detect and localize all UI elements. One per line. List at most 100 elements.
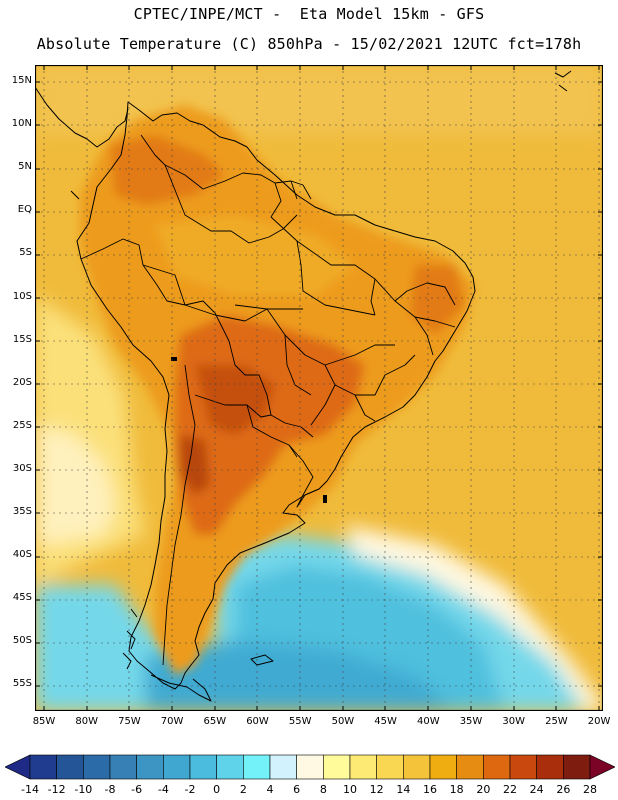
coastline-tierra-del-fuego	[150, 674, 212, 702]
argentina-hot-core	[180, 435, 210, 495]
colorbar-label: 28	[583, 783, 597, 796]
colorbar-segment	[83, 754, 111, 780]
colorbar-label: -4	[157, 783, 169, 796]
coastline-falklands	[250, 654, 274, 666]
colorbar-segment	[136, 754, 164, 780]
colorbar-label: -2	[184, 783, 196, 796]
colorbar-segment	[483, 754, 511, 780]
colorbar-label: 8	[319, 783, 327, 796]
colorbar-label: 14	[396, 783, 411, 796]
colorbar-segment	[563, 754, 591, 780]
colorbar-label: -6	[131, 783, 143, 796]
colorbar-segment	[243, 754, 271, 780]
pacific-cold-field	[35, 425, 115, 545]
lon-label: 35W	[459, 716, 483, 727]
lat-label: 15N	[11, 75, 32, 86]
lat-label: 10N	[11, 118, 32, 130]
colorbar-label: -10	[74, 783, 93, 796]
coastline-pacific-islands	[70, 190, 138, 670]
colorbar-segment	[349, 754, 377, 780]
colorbar-label: 2	[239, 783, 247, 796]
lon-label: 30W	[502, 716, 525, 727]
lat-label: 50S	[12, 635, 32, 647]
colorbar-label: 4	[266, 783, 274, 796]
colorbar-label: 6	[293, 783, 301, 796]
lat-label: 45S	[12, 592, 32, 604]
colorbar-label: 18	[449, 783, 464, 796]
lat-label: 20S	[12, 376, 32, 388]
lat-gridlines	[35, 81, 603, 687]
colorbar-segment	[429, 754, 457, 780]
border-argentina-uruguay-brazil	[288, 444, 320, 508]
lat-label: 40S	[12, 549, 32, 561]
colorbar-segment	[403, 754, 431, 780]
map-ticks	[35, 65, 603, 711]
colorbar-under-triangle	[5, 754, 31, 780]
lat-label: 5S	[19, 247, 32, 259]
colorbar	[5, 754, 615, 780]
map-frame	[35, 65, 603, 711]
nordeste-warm-core	[410, 265, 465, 335]
colorbar-label: -12	[47, 783, 66, 796]
lon-label: 70W	[160, 716, 184, 727]
lon-label: 65W	[203, 716, 227, 727]
atlantic-warm-rim	[345, 525, 603, 711]
border-colombia-brazil	[164, 164, 298, 244]
border-brazil-states	[184, 216, 456, 426]
lat-label: 55S	[12, 678, 32, 690]
colorbar-segment	[269, 754, 297, 780]
lon-label: 55W	[288, 716, 312, 727]
border-colombia-venezuela	[140, 134, 244, 190]
colorbar-segment	[456, 754, 484, 780]
colorbar-segment	[216, 754, 244, 780]
south-atlantic-deep	[145, 640, 455, 711]
colorbar-segment	[29, 754, 57, 780]
colorbar-label: 22	[503, 783, 517, 796]
temperature-map	[35, 65, 603, 711]
colorbar-label: 26	[556, 783, 571, 796]
lat-label: 25S	[12, 419, 32, 431]
map-title-line-2: Absolute Temperature (C) 850hPa - 15/02/…	[36, 35, 582, 53]
coastline-central-america	[35, 86, 129, 148]
colorbar-label: 10	[343, 783, 357, 796]
amazon-mid-field	[155, 215, 355, 295]
colorbar-segment	[109, 754, 137, 780]
lat-label: EQ	[17, 204, 32, 216]
lon-label: 60W	[246, 716, 269, 727]
colorbar-over-triangle	[589, 754, 615, 780]
border-chile-argentina	[162, 364, 196, 666]
colorbar-segment	[163, 754, 191, 780]
colorbar-label: -8	[104, 783, 116, 796]
south-cold-tongue	[35, 585, 265, 711]
border-colombia-ecuador-peru	[80, 238, 186, 306]
lon-label: 25W	[545, 716, 568, 727]
colorbar-segment	[189, 754, 217, 780]
border-guianas	[242, 172, 312, 218]
lon-label: 45W	[374, 716, 397, 727]
colorbar-label: 12	[369, 783, 384, 796]
colorbar-label: -14	[21, 783, 39, 796]
lon-label: 75W	[118, 716, 141, 727]
venezuela-warm-core	[110, 135, 225, 205]
border-peru-brazil-bolivia	[142, 264, 314, 438]
lon-label: 50W	[331, 716, 355, 727]
colorbar-label: 24	[529, 783, 544, 796]
colorbar-segment	[56, 754, 84, 780]
colorbar-segment	[509, 754, 537, 780]
lon-label: 80W	[75, 716, 98, 727]
lon-label: 85W	[32, 716, 56, 727]
lat-label: 30S	[12, 462, 32, 474]
colorbar-segment	[536, 754, 564, 780]
colorbar-segment	[296, 754, 324, 780]
lake-patos	[323, 495, 327, 503]
lat-label: 10S	[12, 290, 32, 302]
coastline-caribbean-islands	[554, 70, 572, 92]
map-title-line-1: CPTEC/INPE/MCT - Eta Model 15km - GFS	[133, 5, 485, 23]
lat-label: 35S	[12, 506, 32, 517]
colorbar-label: 16	[423, 783, 437, 796]
lon-label: 20W	[587, 716, 611, 727]
lat-label: 15S	[12, 333, 32, 345]
lat-label: 5N	[18, 161, 32, 173]
colorbar-segment	[323, 754, 351, 780]
lake-titicaca	[171, 357, 177, 361]
